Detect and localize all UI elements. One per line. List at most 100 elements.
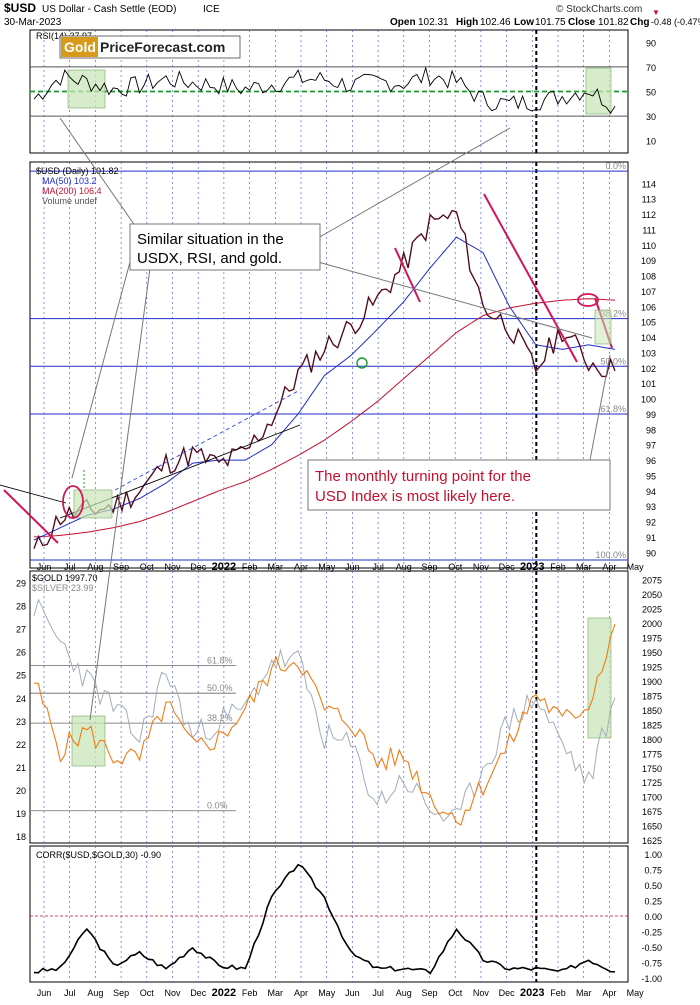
rsi-tick-label: 10 (646, 137, 656, 147)
gold-tick-label-right: 1800 (642, 735, 662, 745)
usd-tick-label: 90 (646, 548, 656, 558)
corr-tick-label: 0.50 (644, 881, 662, 891)
x-axis-label-bottom: Jul (64, 988, 76, 998)
silver-tick-label-left: 26 (16, 648, 26, 658)
gold-highlight-box-right (587, 617, 612, 739)
rsi-tick-label: 90 (646, 38, 656, 48)
close-value: 101.82 (598, 17, 629, 28)
usd-tick-label: 105 (641, 318, 656, 328)
usd-tick-label: 101 (641, 379, 656, 389)
usd-ma50-line (33, 236, 616, 541)
silver-tick-label-left: 24 (16, 694, 26, 704)
x-axis-label-middle: Sep (421, 562, 437, 572)
gold-fib-label: 0.0% (207, 801, 228, 811)
annotation-text-turning-line1: The monthly turning point for the (315, 468, 531, 485)
stockcharts-credit: © StockCharts.com (556, 4, 642, 15)
corr-tick-label: -0.75 (641, 959, 662, 969)
silver-tick-label-left: 23 (16, 717, 26, 727)
x-axis-label-bottom: Dec (190, 988, 207, 998)
gold-tick-label-right: 1725 (642, 778, 662, 788)
instrument-name: US Dollar - Cash Settle (EOD) (42, 4, 176, 15)
x-axis-label-bottom: Apr (602, 988, 616, 998)
gold-tick-label-right: 1625 (642, 836, 662, 846)
gold-tick-label-right: 1775 (642, 749, 662, 759)
usd-tick-label: 99 (646, 410, 656, 420)
callout-pointer-usd-right (317, 261, 593, 339)
usd-tick-label: 95 (646, 471, 656, 481)
corr-legend: CORR($USD,$GOLD,30) -0.90 (36, 850, 161, 860)
usd-tick-label: 92 (646, 518, 656, 528)
x-axis-label-bottom: Oct (448, 988, 463, 998)
x-axis-label-middle: Apr (294, 562, 308, 572)
x-axis-label-bottom: 2022 (212, 987, 236, 999)
chart-date: 30-Mar-2023 (4, 17, 62, 28)
usd-tick-label: 93 (646, 502, 656, 512)
usd-highlight-box-right (594, 309, 612, 345)
gold-tick-label-right: 1925 (642, 662, 662, 672)
usd-ma200-line (33, 298, 616, 538)
silver-legend: $SILVER 23.99 (32, 583, 93, 593)
silver-tick-label-left: 22 (16, 740, 26, 750)
x-axis-label-bottom: Jun (345, 988, 360, 998)
usd-tick-label: 104 (641, 333, 656, 343)
annotation-text-similar-line2: USDX, RSI, and gold. (137, 250, 282, 267)
gold-tick-label-right: 1950 (642, 648, 662, 658)
panel-frame-2 (29, 570, 629, 844)
silver-tick-label-left: 27 (16, 625, 26, 635)
annotation-box-turning-point (307, 459, 611, 511)
usd-tick-label: 112 (642, 210, 656, 220)
usd-red-downtrend-2 (394, 247, 421, 303)
x-axis-label-middle: May (318, 562, 336, 572)
high-label: High (456, 17, 478, 28)
annotation-text-similar-line1: Similar situation in the (137, 231, 284, 248)
gold-tick-label-right: 1900 (642, 677, 662, 687)
x-axis-label-middle: Mar (576, 562, 592, 572)
annotation-box-similar (129, 223, 321, 271)
x-axis-label-middle: Jun (345, 562, 360, 572)
callout-pointer-gold (89, 267, 151, 721)
silver-tick-label-left: 25 (16, 671, 26, 681)
usd-tick-label: 106 (641, 302, 656, 312)
gold-tick-label-right: 2075 (642, 576, 662, 586)
usd-red-circle-right (577, 293, 599, 307)
x-axis-label-bottom: Sep (421, 988, 437, 998)
gold-tick-label-right: 1750 (642, 764, 662, 774)
usd-tick-label: 110 (642, 241, 656, 251)
x-axis-label-middle: Jun (37, 562, 52, 572)
gold-tick-label-right: 2025 (642, 605, 662, 615)
callout-pointer-rsi (59, 117, 139, 231)
low-label: Low (514, 17, 534, 28)
change-label: Chg (630, 17, 649, 28)
x-axis-label-bottom: Nov (164, 988, 181, 998)
x-axis-label-middle: Jul (64, 562, 76, 572)
x-axis-label-middle: Dec (499, 562, 516, 572)
x-axis-label-middle: Nov (473, 562, 490, 572)
open-label: Open (390, 17, 416, 28)
usd-tick-label: 97 (646, 441, 656, 451)
usd-price-wicks (33, 210, 616, 549)
corr-tick-label: 0.75 (644, 866, 662, 876)
silver-series-line (33, 598, 616, 823)
x-axis-label-middle: Jul (372, 562, 384, 572)
corr-tick-label: -0.25 (641, 928, 662, 938)
change-down-marker: ▼ (652, 8, 660, 17)
usd-legend-ma50: MA(50) 103.2 (42, 176, 97, 186)
usd-red-circle-left (62, 485, 84, 519)
x-axis-label-bottom: May (318, 988, 336, 998)
x-axis-label-bottom: Feb (242, 988, 258, 998)
usd-tick-label: 113 (642, 195, 656, 205)
logo-word-rest: PriceForecast.com (100, 39, 225, 55)
silver-tick-label-left: 29 (16, 579, 26, 589)
gold-tick-label-right: 2050 (642, 590, 662, 600)
gold-tick-label-right: 1700 (642, 793, 662, 803)
x-axis-label-bottom: Mar (576, 988, 592, 998)
usd-tick-label: 102 (641, 364, 656, 374)
x-axis-label-middle: Apr (602, 562, 616, 572)
usd-red-downtrend-3 (483, 193, 578, 363)
x-axis-label-bottom: May (627, 988, 645, 998)
usd-channel-line (114, 389, 301, 491)
gold-tick-label-right: 1975 (642, 634, 662, 644)
gold-tick-label-right: 1850 (642, 706, 662, 716)
